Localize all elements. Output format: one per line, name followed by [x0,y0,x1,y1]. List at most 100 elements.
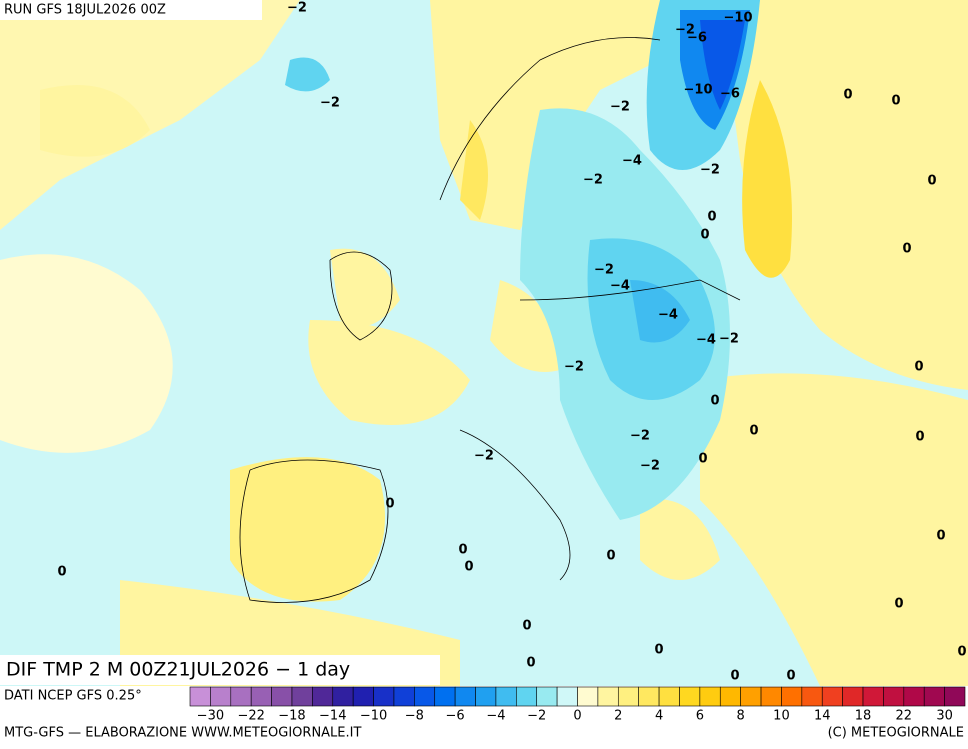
contour-label: 0 [700,228,709,243]
colorbar-swatch [332,686,354,707]
colorbar-swatch [210,686,232,707]
contour-label: −2 [700,163,720,178]
contour-label: −2 [564,360,584,375]
contour-label: −4 [610,279,630,294]
colorbar-swatch [597,686,619,707]
colorbar-swatch [658,686,680,707]
colorbar-tick-label: −30 [197,709,224,724]
colorbar-swatch [760,686,782,707]
footer-right: (C) METEOGIORNALE [828,726,964,741]
contour-label: −4 [658,308,678,323]
colorbar-tick-label: −14 [319,709,346,724]
colorbar-swatch [944,686,966,707]
colorbar-swatch [719,686,741,707]
colorbar-tick-label: −22 [237,709,264,724]
colorbar-swatch [434,686,456,707]
colorbar-source: DATI NCEP GFS 0.25° [4,689,142,704]
contour-label: −2 [287,1,307,16]
contour-label: 0 [606,549,615,564]
colorbar-tick-label: −8 [405,709,424,724]
colorbar-swatch [516,686,538,707]
contour-label: 0 [957,645,966,660]
contour-label: 0 [698,452,707,467]
colorbar-swatch [679,686,701,707]
colorbar-swatch [250,686,272,707]
colorbar-swatch [781,686,803,707]
colorbar-swatch [923,686,945,707]
colorbar-swatch [271,686,293,707]
contour-label: −2 [640,459,660,474]
contour-label: −6 [687,31,707,46]
contour-label: −2 [675,23,695,38]
contour-label: −2 [594,263,614,278]
map-background [0,0,968,686]
contour-label: 0 [522,619,531,634]
colorbar-swatch [638,686,660,707]
colorbar-swatch [393,686,415,707]
colorbar-tick-label: 22 [896,709,913,724]
contour-label: −2 [320,96,340,111]
colorbar-swatch [312,686,334,707]
colorbar-tick-label: 0 [573,709,581,724]
colorbar: −30 −22 −18 −14 −10 −8 −6 −4 −2 0 2 4 6 8 10 14 18 22 30 [189,686,966,724]
colorbar-tick-label: −10 [360,709,387,724]
contour-label: 0 [894,597,903,612]
contour-label: −4 [696,333,716,348]
colorbar-tick-label: 8 [737,709,745,724]
contour-label: 0 [786,669,795,684]
contour-label: −4 [622,154,642,169]
contour-label: 0 [526,656,535,671]
contour-label: 0 [915,430,924,445]
run-label: RUN GFS 18JUL2026 00Z [4,3,166,18]
contour-label: 0 [936,529,945,544]
colorbar-tick-label: 14 [814,709,831,724]
contour-label: −2 [583,173,603,188]
colorbar-swatch [801,686,823,707]
footer-left: MTG-GFS — ELABORAZIONE WWW.METEOGIORNALE… [4,726,361,741]
contour-label: 0 [458,543,467,558]
colorbar-tick-label: 30 [936,709,953,724]
contour-label: 0 [707,210,716,225]
colorbar-tick-label: 6 [696,709,704,724]
map-title: DIF TMP 2 M 00Z21JUL2026 − 1 day [6,659,350,681]
contour-label: 0 [654,643,663,658]
colorbar-swatch [189,686,211,707]
colorbar-swatch [740,686,762,707]
colorbar-tick-label: −2 [527,709,546,724]
title-box [0,655,440,685]
colorbar-swatch [454,686,476,707]
colorbar-swatch [617,686,639,707]
colorbar-swatch [883,686,905,707]
colorbar-swatch [536,686,558,707]
coastlines [239,37,741,603]
colorbar-tick-label: −6 [446,709,465,724]
contour-label: 0 [464,560,473,575]
contour-label: 0 [843,88,852,103]
colorbar-swatch [414,686,436,707]
colorbar-swatch [475,686,497,707]
colorbar-swatch [821,686,843,707]
contour-label: 0 [57,565,66,580]
contour-label: 0 [385,497,394,512]
colorbar-tick-label: 4 [655,709,663,724]
contour-label: −10 [684,83,713,98]
run-box [0,0,262,20]
contour-label: 0 [710,394,719,409]
colorbar-tick-label: −18 [278,709,305,724]
colorbar-swatch [577,686,599,707]
colorbar-swatch [556,686,578,707]
colorbar-swatch [903,686,925,707]
contour-label: 0 [902,242,911,257]
colorbar-tick-label: 18 [855,709,872,724]
colorbar-swatch [230,686,252,707]
contour-label: −2 [474,449,494,464]
colorbar-swatch [291,686,313,707]
colorbar-swatch [699,686,721,707]
contour-label: −2 [630,429,650,444]
contour-label: 0 [749,424,758,439]
colorbar-tick-label: 2 [614,709,622,724]
contour-label: 0 [730,669,739,684]
colorbar-swatch [862,686,884,707]
